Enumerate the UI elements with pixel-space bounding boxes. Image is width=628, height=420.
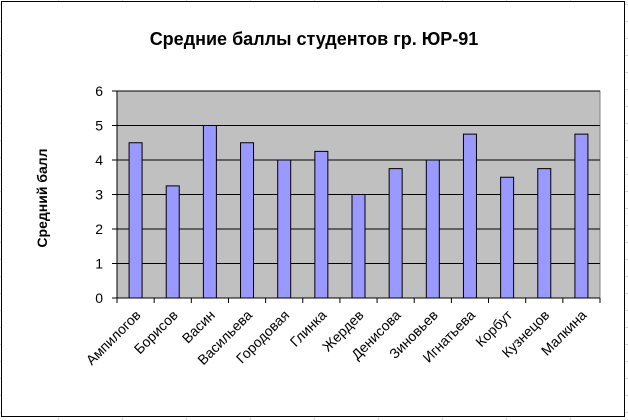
- bar: [462, 133, 477, 299]
- bar: [165, 185, 180, 299]
- chart-title: Средние баллы студентов гр. ЮР-91: [149, 29, 479, 49]
- x-tick-label: Ампилогов: [83, 307, 144, 368]
- y-tick-label: 5: [95, 118, 103, 134]
- y-tick-label: 2: [95, 221, 103, 237]
- bar: [202, 125, 217, 299]
- y-tick-label: 6: [95, 83, 103, 99]
- y-tick-label: 0: [95, 290, 103, 306]
- bar: [388, 168, 403, 299]
- y-tick-label: 4: [95, 152, 103, 168]
- bar: [240, 142, 255, 299]
- bar: [574, 133, 589, 299]
- bar: [351, 194, 366, 299]
- bar: [277, 159, 292, 299]
- bar: [500, 176, 515, 299]
- y-tick-label: 3: [95, 187, 103, 203]
- bar: [128, 142, 143, 299]
- bar: [314, 150, 329, 299]
- x-tick-labels: АмпилоговБорисовВасинВасильеваГородоваяГ…: [83, 306, 590, 368]
- y-tick-label: 1: [95, 256, 103, 272]
- y-tick-labels: 0 1 2 3 4 5 6: [95, 83, 103, 306]
- bar: [425, 159, 440, 299]
- bar: [537, 168, 552, 299]
- axes: [112, 90, 601, 303]
- bars: [128, 125, 589, 299]
